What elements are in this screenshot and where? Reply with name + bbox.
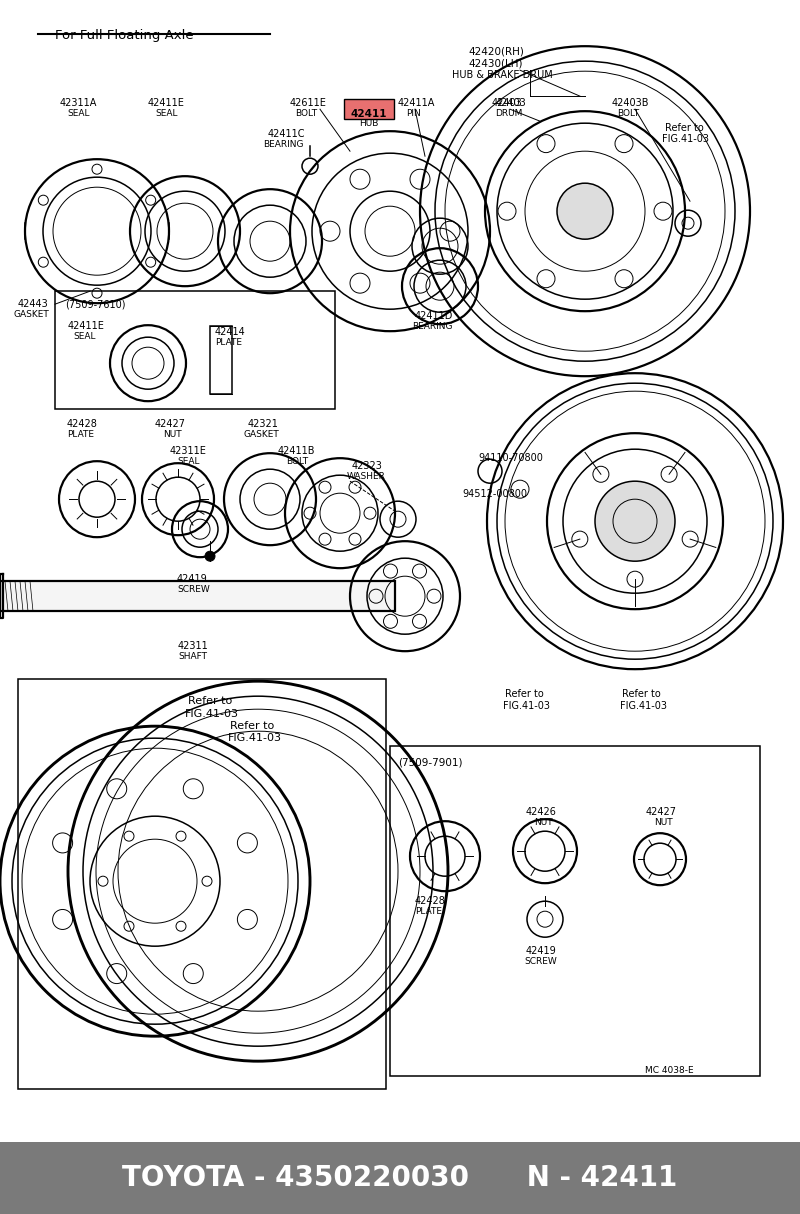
Text: 42403: 42403: [496, 98, 526, 108]
Bar: [0, 582, 395, 611]
Text: SEAL: SEAL: [73, 333, 95, 341]
Text: FIG.41-03: FIG.41-03: [662, 135, 709, 144]
Text: Refer to: Refer to: [230, 721, 274, 731]
Text: 42411D: 42411D: [415, 311, 454, 322]
Text: Refer to: Refer to: [505, 690, 544, 699]
Text: 42411: 42411: [350, 109, 387, 119]
Text: 42420(RH): 42420(RH): [468, 46, 524, 56]
Text: FIG.41-03: FIG.41-03: [228, 733, 282, 743]
Text: 42426: 42426: [526, 807, 557, 817]
Text: 42411B: 42411B: [278, 447, 315, 456]
Text: FIG.41-03: FIG.41-03: [503, 702, 550, 711]
Text: SCREW: SCREW: [177, 585, 210, 594]
Text: PLATE: PLATE: [215, 339, 242, 347]
Text: 42403: 42403: [492, 98, 522, 108]
Text: 42419: 42419: [177, 574, 208, 584]
Bar: [18, 679, 386, 1089]
Bar: [390, 747, 760, 1076]
Text: 94512-00800: 94512-00800: [462, 489, 527, 499]
Text: 42323: 42323: [352, 461, 383, 471]
Text: SHAFT: SHAFT: [178, 652, 207, 662]
Text: 42311A: 42311A: [60, 98, 98, 108]
Text: SEAL: SEAL: [177, 458, 199, 466]
Text: 42427: 42427: [646, 807, 677, 817]
Text: MC 4038-E: MC 4038-E: [645, 1066, 694, 1076]
Text: WASHER: WASHER: [347, 472, 386, 481]
Text: 42311E: 42311E: [170, 447, 207, 456]
Text: (7509-7610): (7509-7610): [65, 299, 126, 310]
Text: (7509-7901): (7509-7901): [398, 758, 462, 767]
Text: SEAL: SEAL: [155, 109, 178, 118]
Text: Refer to: Refer to: [622, 690, 661, 699]
Text: 42403B: 42403B: [612, 98, 650, 108]
Text: 42411E: 42411E: [68, 322, 105, 331]
Text: 42428: 42428: [67, 419, 98, 430]
Text: PLATE: PLATE: [67, 430, 94, 439]
Text: HUB & BRAKE DRUM: HUB & BRAKE DRUM: [452, 70, 553, 80]
Text: PIN: PIN: [406, 109, 421, 118]
Text: 42411A: 42411A: [398, 98, 435, 108]
Text: 42321: 42321: [248, 419, 279, 430]
Text: NUT: NUT: [163, 430, 182, 439]
Text: 42311: 42311: [178, 641, 209, 651]
Text: 94110-70800: 94110-70800: [478, 453, 543, 464]
Text: BEARING: BEARING: [263, 140, 303, 149]
Text: 42430(LH): 42430(LH): [468, 58, 522, 68]
Text: 42419: 42419: [526, 946, 557, 957]
Circle shape: [557, 183, 613, 239]
Text: 42611E: 42611E: [290, 98, 327, 108]
FancyBboxPatch shape: [344, 100, 394, 119]
Text: HUB: HUB: [359, 119, 378, 129]
Text: Refer to: Refer to: [188, 696, 232, 707]
Text: BOLT: BOLT: [295, 109, 317, 118]
Text: 42427: 42427: [155, 419, 186, 430]
Text: NUT: NUT: [654, 818, 673, 827]
Text: 42411E: 42411E: [148, 98, 185, 108]
Circle shape: [205, 551, 215, 561]
Bar: [210, 327, 232, 395]
Text: SCREW: SCREW: [524, 957, 557, 966]
Text: BOLT: BOLT: [286, 458, 308, 466]
Text: PLATE: PLATE: [415, 907, 442, 917]
Text: DRUM: DRUM: [495, 109, 522, 118]
Text: Refer to: Refer to: [665, 123, 704, 134]
Text: 42428: 42428: [415, 896, 446, 906]
Text: GASKET: GASKET: [244, 430, 280, 439]
Circle shape: [595, 481, 675, 561]
Text: For Full Floating Axle: For Full Floating Axle: [55, 29, 194, 42]
Bar: [55, 291, 335, 409]
Text: NUT: NUT: [534, 818, 553, 827]
Text: 42414: 42414: [215, 328, 246, 337]
Text: SEAL: SEAL: [67, 109, 90, 118]
Text: BOLT: BOLT: [617, 109, 639, 118]
Text: BEARING: BEARING: [412, 322, 453, 331]
Text: FIG.41-03: FIG.41-03: [620, 702, 667, 711]
Text: GASKET: GASKET: [14, 311, 50, 319]
Text: 42411C: 42411C: [268, 129, 306, 140]
Text: TOYOTA - 4350220030      N - 42411: TOYOTA - 4350220030 N - 42411: [122, 1164, 678, 1192]
Text: 42443: 42443: [18, 299, 49, 310]
Text: FIG.41-03: FIG.41-03: [185, 709, 239, 719]
